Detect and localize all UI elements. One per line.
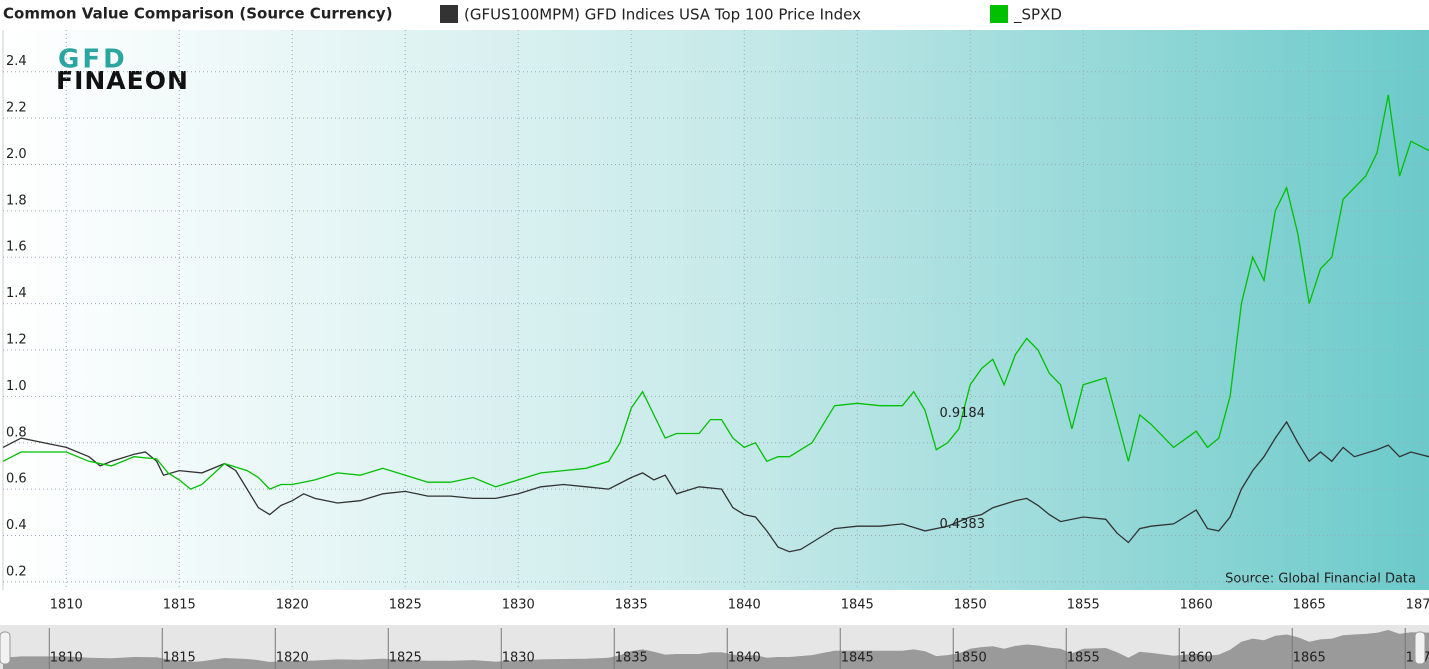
x-tick-label: 1840: [728, 598, 761, 613]
navigator-tick-label: 1815: [163, 651, 196, 666]
x-tick-label: 1830: [502, 598, 535, 613]
navigator-tick-label: 1855: [1067, 651, 1100, 666]
y-tick-label: 0.8: [6, 425, 27, 440]
hover-label: 0.9184: [939, 406, 985, 421]
x-tick-label: 1820: [276, 598, 309, 613]
y-tick-label: 1.0: [6, 379, 27, 394]
navigator-tick-label: 1810: [50, 651, 83, 666]
y-tick-label: 2.0: [6, 147, 27, 162]
y-tick-label: 1.6: [6, 240, 27, 255]
navigator-tick-label: 1830: [502, 651, 535, 666]
navigator-handle: [0, 631, 11, 665]
navigator-tick-label: 1825: [389, 651, 422, 666]
navigator-tick-label: 1820: [276, 651, 309, 666]
y-tick-label: 0.4: [6, 518, 27, 533]
navigator-area: [3, 630, 1429, 669]
x-tick-label: 1865: [1293, 598, 1326, 613]
navigator-tick-label: 1845: [841, 651, 874, 666]
y-tick-label: 2.2: [6, 101, 27, 116]
x-tick-label: 1835: [615, 598, 648, 613]
x-tick-label: 1810: [50, 598, 83, 613]
series-line: [2, 420, 1429, 553]
series-line: [2, 94, 1429, 490]
legend-swatch: [440, 5, 458, 23]
x-tick-label: 1855: [1067, 598, 1100, 613]
x-tick-label: 1860: [1180, 598, 1213, 613]
chart-title: Common Value Comparison (Source Currency…: [3, 5, 393, 23]
navigator-tick-label: 1850: [954, 651, 987, 666]
y-tick-label: 1.8: [6, 193, 27, 208]
x-tick-label: 1850: [954, 598, 987, 613]
legend-label: _SPXD: [1013, 6, 1062, 25]
y-tick-label: 0.6: [6, 472, 27, 487]
legend-label: (GFUS100MPM) GFD Indices USA Top 100 Pri…: [464, 6, 861, 24]
source-note: Source: Global Financial Data: [1225, 572, 1416, 587]
navigator-tick-label: 1835: [615, 651, 648, 666]
navigator-tick-label: 1840: [728, 651, 761, 666]
hover-label: 0.4383: [939, 517, 985, 532]
y-tick-label: 0.2: [6, 564, 27, 579]
legend-swatch: [990, 5, 1008, 23]
plot-background: [3, 30, 1429, 590]
logo-bottom: FINAEON: [56, 66, 189, 95]
y-tick-label: 2.4: [6, 54, 27, 69]
navigator-handle: [1414, 631, 1426, 665]
y-tick-label: 1.2: [6, 333, 27, 348]
navigator-tick-label: 1860: [1180, 651, 1213, 666]
x-tick-label: 1845: [841, 598, 874, 613]
navigator-tick-label: 1865: [1293, 651, 1326, 666]
y-tick-label: 1.4: [6, 286, 27, 301]
x-tick-label: 1825: [389, 598, 422, 613]
x-tick-label: 1815: [163, 598, 196, 613]
logo-top: GFD: [58, 45, 128, 75]
